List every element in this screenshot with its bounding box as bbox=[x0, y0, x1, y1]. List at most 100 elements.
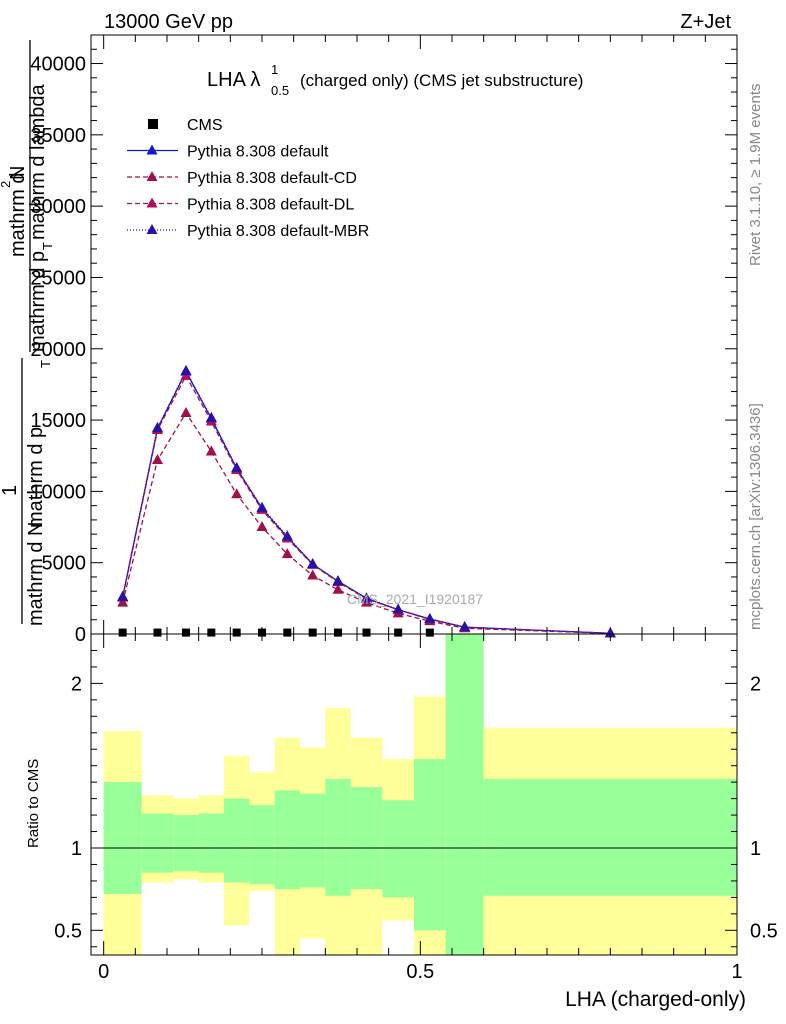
ylabel-frac-den-a: mathrm d p bbox=[27, 251, 49, 352]
data-point bbox=[182, 628, 190, 637]
band-1sigma bbox=[483, 778, 737, 896]
y-tick-label: 30000 bbox=[30, 196, 86, 218]
band-gap bbox=[382, 920, 414, 955]
main-ylabel: 1 mathrm d N mathrm d p T mathrm d 2 N m… bbox=[0, 40, 55, 626]
band-1sigma bbox=[224, 798, 250, 883]
ratio-y-tick-label: 0.5 bbox=[54, 920, 82, 942]
y-tick-label: 10000 bbox=[30, 481, 86, 503]
series-marker-cd bbox=[205, 445, 217, 456]
ratio-y-tick-label: 1 bbox=[71, 838, 82, 860]
series-marker-mbr bbox=[205, 411, 217, 422]
series-marker-cd bbox=[307, 569, 319, 580]
data-point bbox=[118, 628, 127, 637]
ylabel-left-den-b-sub: T bbox=[38, 360, 53, 368]
legend-marker-default bbox=[146, 144, 158, 155]
series-marker-mbr bbox=[117, 590, 129, 601]
y-tick-label: 20000 bbox=[30, 339, 86, 361]
series-marker-mbr bbox=[332, 575, 344, 586]
ratio-y-tick-label-right: 2 bbox=[750, 673, 761, 695]
band-gap bbox=[300, 938, 326, 955]
series-marker-mbr bbox=[307, 558, 319, 569]
y-tick-label: 5000 bbox=[42, 553, 87, 575]
series-marker-mbr bbox=[256, 501, 268, 512]
ylabel-top-num: mathrm d bbox=[7, 173, 29, 257]
ratio-y-tick-label: 2 bbox=[71, 673, 82, 695]
legend-marker-data bbox=[148, 119, 158, 129]
x-tick-label: 0.5 bbox=[406, 961, 434, 983]
band-1sigma bbox=[350, 787, 383, 890]
series-marker-mbr bbox=[424, 613, 436, 624]
series-line-cd bbox=[122, 411, 611, 635]
data-point bbox=[394, 628, 403, 637]
band-1sigma bbox=[103, 782, 142, 895]
y-tick-label: 35000 bbox=[30, 125, 86, 147]
watermark: CMS_2021_I1920187 bbox=[347, 591, 483, 607]
legend-label: Pythia 8.308 default-CD bbox=[187, 170, 357, 187]
band-1sigma bbox=[141, 813, 174, 873]
ylabel-left-num: 1 bbox=[0, 485, 21, 496]
legend-label: Pythia 8.308 default-MBR bbox=[187, 223, 369, 240]
band-1sigma bbox=[198, 813, 224, 873]
series-marker-cd bbox=[281, 548, 293, 559]
x-axis-label: LHA (charged-only) bbox=[565, 988, 746, 1011]
series-marker-mbr bbox=[231, 461, 243, 472]
data-point bbox=[258, 628, 266, 637]
band-1sigma bbox=[325, 778, 351, 896]
data-point bbox=[232, 628, 241, 637]
data-point bbox=[153, 628, 162, 637]
series-marker-cd bbox=[152, 454, 163, 465]
legend: CMS Pythia 8.308 default Pythia 8.308 defa… bbox=[127, 117, 369, 240]
y-tick-label: 40000 bbox=[30, 54, 86, 76]
ratio-y-tick-label-right: 1 bbox=[750, 838, 761, 860]
legend-marker-mbr bbox=[146, 224, 158, 234]
data-point bbox=[283, 628, 292, 637]
header-right: Z+Jet bbox=[680, 11, 731, 33]
ratio-panel: 0 0.5 1 0.5 0.5 1 1 2 2 bbox=[54, 633, 778, 983]
band-gap bbox=[249, 890, 275, 955]
data-point bbox=[425, 628, 434, 637]
main-panel: 5000 10000 15000 20000 25000 30000 35000 40000 0 bbox=[30, 34, 738, 646]
band-gap bbox=[141, 882, 224, 955]
ratio-ylabel: Ratio to CMS bbox=[25, 759, 42, 848]
series-line-dl bbox=[122, 374, 611, 634]
title-rest: (charged only) (CMS jet substructure) bbox=[300, 71, 583, 90]
ylabel-frac-den-b: mathrm d lambda bbox=[27, 84, 49, 240]
series-marker-cd bbox=[180, 406, 192, 417]
band-1sigma bbox=[414, 759, 446, 931]
data-point bbox=[207, 628, 216, 637]
series-marker-mbr bbox=[281, 530, 293, 541]
rivet-label: Rivet 3.1.10, ≥ 1.9M events bbox=[747, 84, 764, 267]
ylabel-frac-den-a-sub: T bbox=[40, 242, 55, 250]
y-tick-label: 15000 bbox=[30, 410, 86, 432]
band-1sigma bbox=[249, 805, 275, 885]
ratio-y-tick-label-right: 0.5 bbox=[750, 920, 778, 942]
band-1sigma bbox=[173, 815, 199, 872]
series-marker-mbr bbox=[392, 603, 404, 614]
ylabel-top-rest: N bbox=[7, 166, 29, 180]
series-marker-cd bbox=[231, 488, 243, 499]
legend-marker-dl bbox=[146, 197, 158, 208]
series-marker-mbr bbox=[604, 627, 616, 638]
series-marker-cd bbox=[256, 521, 268, 532]
ylabel-top-sup: 2 bbox=[0, 181, 13, 188]
series-line-mbr bbox=[122, 369, 611, 634]
legend-marker-cd bbox=[146, 171, 158, 181]
plot-title: LHA λ 1 0.5 (charged only) (CMS jet subs… bbox=[207, 62, 583, 98]
header-left: 13000 GeV pp bbox=[104, 11, 233, 33]
ylabel-left-den: mathrm d N bbox=[25, 522, 47, 626]
legend-label: CMS bbox=[187, 117, 223, 134]
y-tick-label: 0 bbox=[75, 624, 86, 646]
band-1sigma bbox=[274, 790, 300, 890]
mcplots-label: mcplots.cern.ch [arXiv:1306.3436] bbox=[747, 403, 764, 630]
data-point bbox=[334, 628, 342, 637]
data-point bbox=[308, 628, 317, 637]
band-1sigma bbox=[445, 634, 484, 955]
band-1sigma bbox=[300, 793, 326, 888]
series-marker-mbr bbox=[180, 364, 192, 375]
legend-label: Pythia 8.308 default-DL bbox=[187, 197, 354, 214]
series-marker-cd bbox=[332, 583, 344, 594]
ratio-frame bbox=[90, 633, 738, 956]
x-tick-label: 0 bbox=[98, 961, 109, 983]
data-point bbox=[362, 628, 371, 637]
